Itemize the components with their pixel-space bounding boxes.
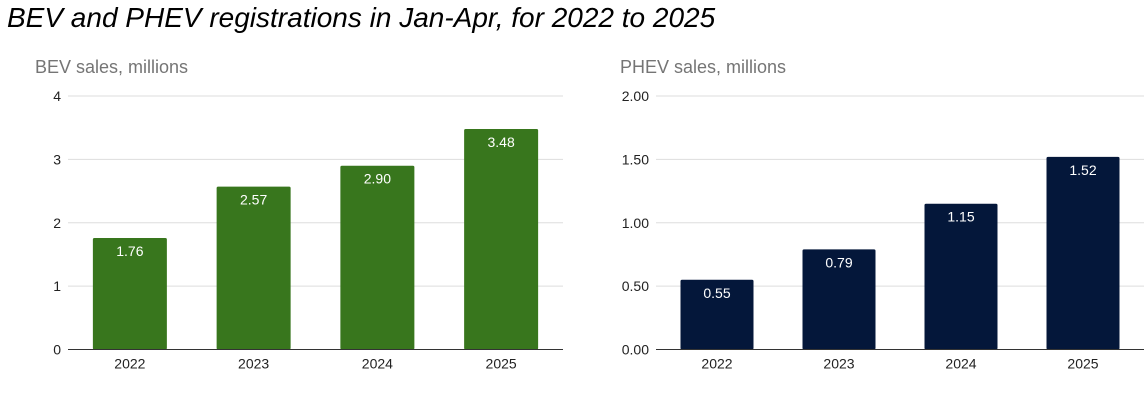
phev-data-label: 0.55 bbox=[703, 285, 730, 301]
bev-y-tick-label: 1 bbox=[53, 278, 61, 294]
bev-bar bbox=[464, 128, 539, 350]
bev-data-label: 2.90 bbox=[364, 171, 391, 187]
bev-y-tick-label: 3 bbox=[53, 151, 61, 167]
bev-sales-chart: BEV sales, millions 0 1 2 3 4 1.76 2022 2.57 2023… bbox=[35, 57, 563, 372]
bev-x-tick-label: 2025 bbox=[486, 356, 517, 372]
phev-data-label: 1.15 bbox=[947, 209, 974, 225]
phev-x-tick-label: 2024 bbox=[945, 356, 976, 372]
phev-y-tick-label: 1.50 bbox=[622, 151, 649, 167]
phev-y-tick-label: 0.50 bbox=[622, 278, 649, 294]
phev-bar bbox=[1046, 156, 1120, 350]
bev-data-label: 1.76 bbox=[116, 243, 143, 259]
phev-sales-chart: PHEV sales, millions 0.00 0.50 1.00 1.50 2.00… bbox=[620, 57, 1144, 372]
bev-data-label: 2.57 bbox=[240, 192, 267, 208]
bev-bar bbox=[216, 186, 291, 350]
phev-bar bbox=[680, 279, 754, 350]
phev-bar bbox=[802, 249, 876, 350]
bev-bar bbox=[340, 165, 415, 350]
page-title: BEV and PHEV registrations in Jan-Apr, f… bbox=[7, 2, 716, 33]
bev-x-tick-label: 2023 bbox=[238, 356, 269, 372]
phev-data-label: 1.52 bbox=[1069, 162, 1096, 178]
bev-x-tick-label: 2022 bbox=[114, 356, 145, 372]
phev-x-tick-label: 2022 bbox=[701, 356, 732, 372]
bev-y-tick-label: 2 bbox=[53, 215, 61, 231]
phev-y-tick-label: 1.00 bbox=[622, 215, 649, 231]
phev-y-tick-label: 2.00 bbox=[622, 88, 649, 104]
bev-y-tick-label: 0 bbox=[53, 342, 61, 358]
phev-y-tick-label: 0.00 bbox=[622, 342, 649, 358]
phev-y-axis-label: PHEV sales, millions bbox=[620, 57, 786, 77]
phev-bar bbox=[924, 203, 998, 350]
bev-y-tick-label: 4 bbox=[53, 88, 61, 104]
phev-x-tick-label: 2025 bbox=[1067, 356, 1098, 372]
bev-bar bbox=[92, 237, 167, 350]
bev-data-label: 3.48 bbox=[488, 134, 515, 150]
phev-data-label: 0.79 bbox=[825, 254, 852, 270]
bev-x-tick-label: 2024 bbox=[362, 356, 393, 372]
phev-x-tick-label: 2023 bbox=[823, 356, 854, 372]
bev-y-axis-label: BEV sales, millions bbox=[35, 57, 188, 77]
